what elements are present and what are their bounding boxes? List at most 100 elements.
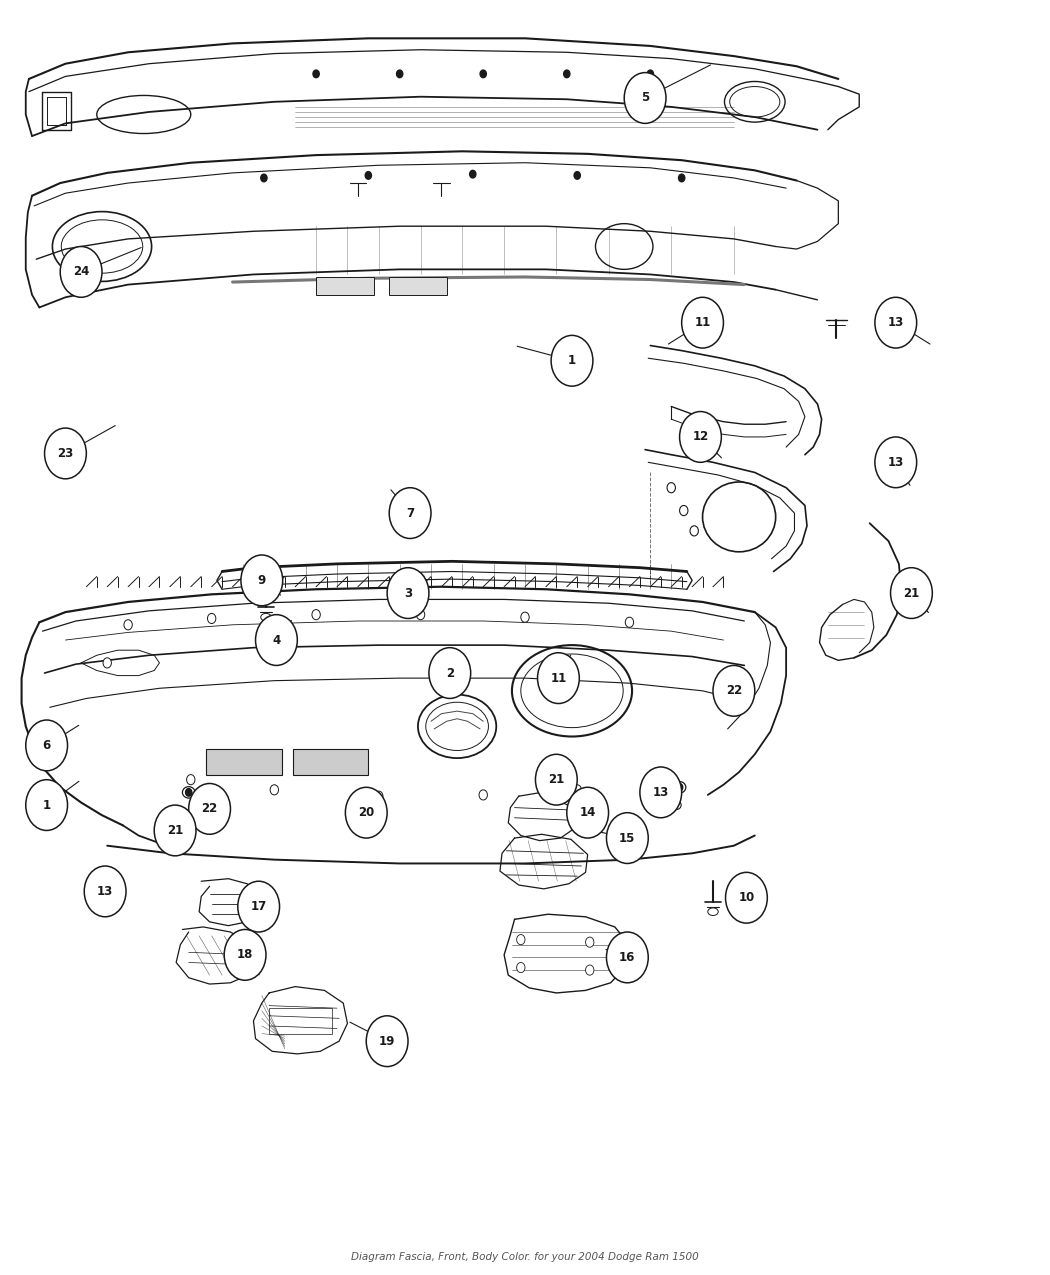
Circle shape (428, 648, 470, 699)
Circle shape (679, 412, 721, 463)
Ellipse shape (708, 908, 718, 915)
Text: 24: 24 (72, 265, 89, 278)
Text: 11: 11 (694, 316, 711, 329)
Circle shape (517, 963, 525, 973)
Circle shape (84, 866, 126, 917)
Circle shape (678, 175, 685, 182)
Text: 1: 1 (568, 354, 576, 367)
Circle shape (255, 615, 297, 666)
Circle shape (365, 172, 372, 180)
Circle shape (726, 872, 768, 923)
Circle shape (890, 567, 932, 618)
Circle shape (567, 787, 609, 838)
Text: 18: 18 (237, 949, 253, 961)
Circle shape (607, 932, 648, 983)
Circle shape (586, 937, 594, 947)
Text: 20: 20 (358, 806, 375, 819)
Text: 14: 14 (580, 806, 595, 819)
Circle shape (103, 658, 111, 668)
Text: 13: 13 (887, 316, 904, 329)
Circle shape (240, 555, 282, 606)
Text: 11: 11 (550, 672, 567, 685)
Circle shape (875, 297, 917, 348)
Text: 4: 4 (272, 634, 280, 646)
Circle shape (366, 1016, 408, 1067)
Circle shape (713, 666, 755, 717)
Circle shape (574, 172, 581, 180)
Ellipse shape (672, 801, 681, 810)
Text: 21: 21 (903, 586, 920, 599)
Circle shape (124, 620, 132, 630)
Ellipse shape (667, 773, 676, 782)
Circle shape (625, 617, 633, 627)
Circle shape (313, 70, 319, 78)
Circle shape (397, 70, 403, 78)
Text: 13: 13 (887, 456, 904, 469)
Circle shape (521, 612, 529, 622)
Circle shape (60, 246, 102, 297)
Circle shape (312, 609, 320, 620)
Text: 19: 19 (379, 1035, 395, 1048)
Circle shape (208, 613, 216, 623)
Circle shape (624, 73, 666, 124)
Circle shape (44, 428, 86, 479)
Circle shape (270, 784, 278, 794)
Circle shape (417, 609, 425, 620)
Text: 12: 12 (692, 431, 709, 444)
Circle shape (551, 335, 593, 386)
Text: 13: 13 (97, 885, 113, 898)
Circle shape (647, 70, 653, 78)
Circle shape (676, 783, 682, 790)
Circle shape (225, 929, 266, 980)
Circle shape (345, 787, 387, 838)
Text: 22: 22 (202, 802, 217, 816)
Circle shape (479, 789, 487, 799)
Circle shape (639, 768, 681, 817)
Text: 2: 2 (446, 667, 454, 680)
Circle shape (536, 755, 578, 805)
Circle shape (26, 780, 67, 830)
Text: 21: 21 (167, 824, 184, 836)
Text: Diagram Fascia, Front, Body Color. for your 2004 Dodge Ram 1500: Diagram Fascia, Front, Body Color. for y… (351, 1252, 699, 1262)
Text: 9: 9 (257, 574, 266, 586)
Circle shape (538, 653, 580, 704)
Text: 3: 3 (404, 586, 412, 599)
Circle shape (260, 175, 267, 182)
Ellipse shape (260, 613, 271, 621)
Circle shape (573, 784, 582, 794)
Text: 16: 16 (620, 951, 635, 964)
Text: 13: 13 (653, 785, 669, 799)
Circle shape (390, 488, 430, 538)
Ellipse shape (363, 819, 378, 831)
Text: 21: 21 (548, 773, 565, 787)
Circle shape (875, 437, 917, 488)
Circle shape (681, 297, 723, 348)
Circle shape (480, 70, 486, 78)
Text: 15: 15 (620, 831, 635, 844)
Ellipse shape (673, 782, 686, 793)
Ellipse shape (103, 877, 112, 886)
Circle shape (607, 812, 648, 863)
Text: 7: 7 (406, 506, 414, 520)
Circle shape (469, 171, 476, 179)
Text: 6: 6 (42, 740, 50, 752)
FancyBboxPatch shape (316, 277, 374, 295)
Circle shape (517, 935, 525, 945)
Text: 5: 5 (640, 92, 649, 105)
Circle shape (375, 790, 383, 801)
FancyBboxPatch shape (293, 750, 369, 775)
Text: 17: 17 (251, 900, 267, 913)
Circle shape (187, 775, 195, 784)
Circle shape (564, 70, 570, 78)
FancyBboxPatch shape (390, 277, 446, 295)
FancyBboxPatch shape (207, 750, 281, 775)
Circle shape (26, 720, 67, 771)
Circle shape (387, 567, 428, 618)
Text: 1: 1 (43, 798, 50, 812)
Text: 23: 23 (58, 448, 74, 460)
Circle shape (237, 881, 279, 932)
Ellipse shape (183, 787, 195, 798)
Circle shape (186, 788, 192, 796)
Circle shape (189, 783, 230, 834)
Text: 10: 10 (738, 891, 755, 904)
